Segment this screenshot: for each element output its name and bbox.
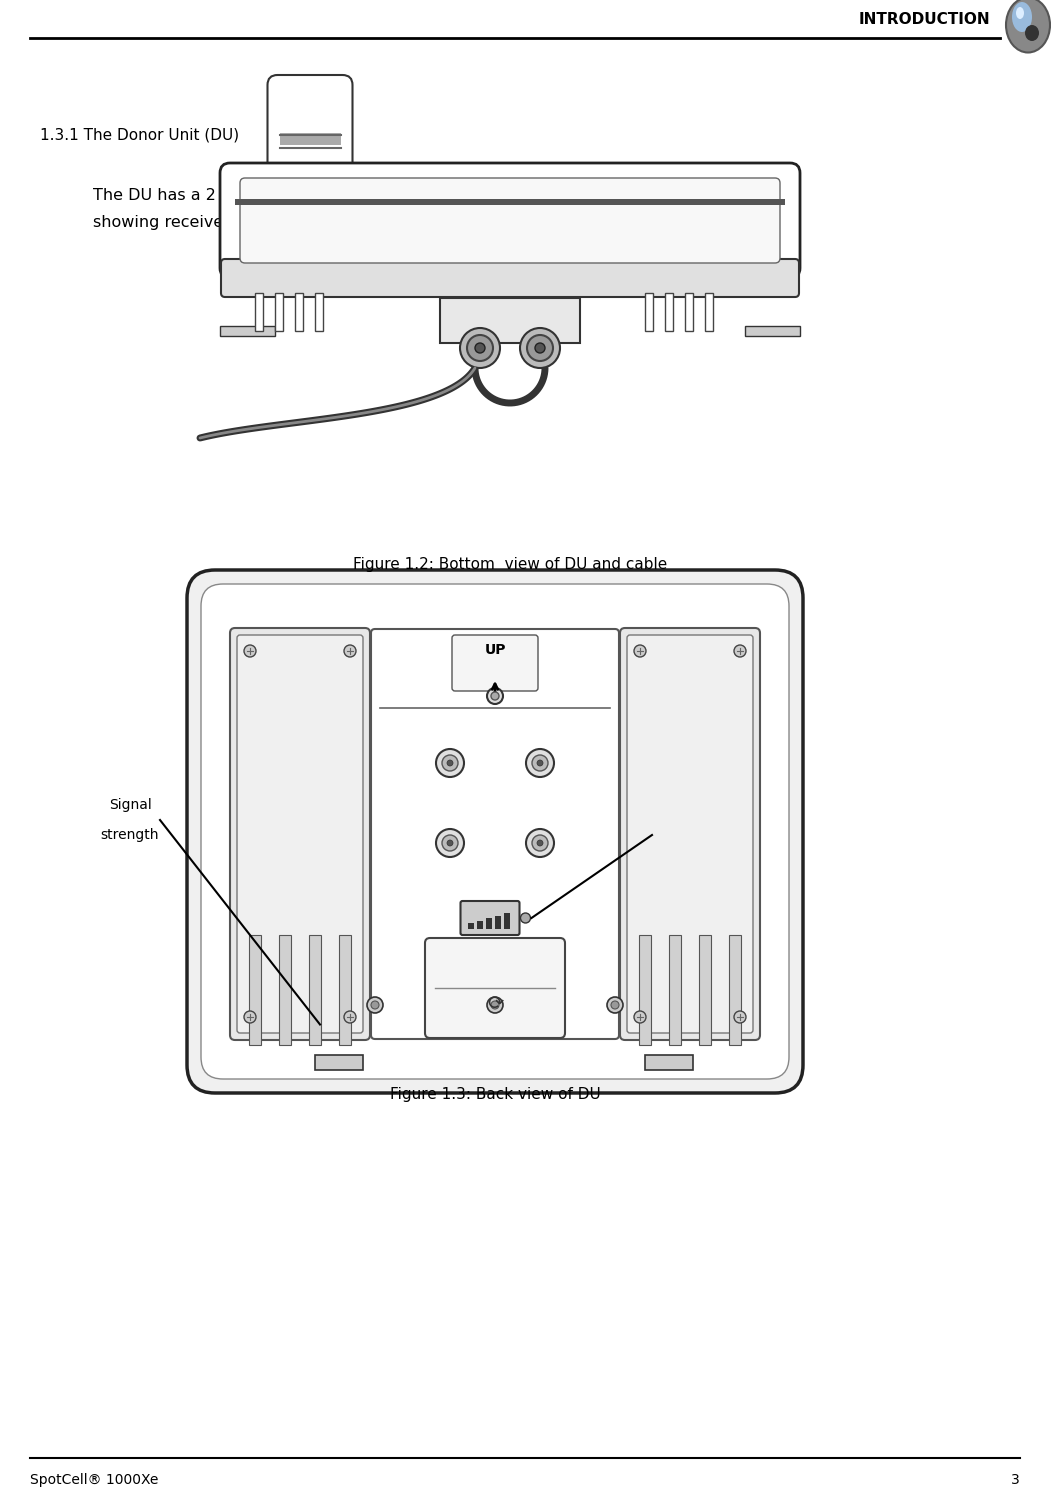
Bar — [309, 935, 321, 1044]
Circle shape — [436, 829, 463, 856]
Text: 3: 3 — [1011, 1473, 1021, 1487]
FancyBboxPatch shape — [221, 259, 799, 296]
Bar — [639, 935, 651, 1044]
Bar — [645, 1055, 693, 1070]
Circle shape — [634, 646, 646, 658]
FancyBboxPatch shape — [201, 584, 789, 1079]
Bar — [235, 199, 785, 205]
Circle shape — [460, 328, 500, 369]
FancyBboxPatch shape — [452, 635, 538, 691]
Bar — [685, 293, 693, 331]
FancyBboxPatch shape — [268, 75, 352, 196]
Circle shape — [344, 646, 356, 658]
Circle shape — [734, 1011, 746, 1023]
Bar — [315, 293, 323, 331]
FancyBboxPatch shape — [230, 628, 370, 1040]
Text: strength: strength — [101, 828, 160, 841]
Bar — [255, 293, 263, 331]
FancyBboxPatch shape — [371, 629, 619, 1038]
Bar — [249, 935, 261, 1044]
Circle shape — [611, 1001, 619, 1008]
Ellipse shape — [1006, 0, 1050, 53]
Bar — [669, 935, 681, 1044]
Bar — [699, 935, 710, 1044]
Circle shape — [487, 996, 503, 1013]
Circle shape — [244, 1011, 256, 1023]
Text: Figure 1.3: Back view of DU: Figure 1.3: Back view of DU — [390, 1088, 600, 1103]
Circle shape — [527, 336, 553, 361]
Text: Figure 1.2: Bottom  view of DU and cable: Figure 1.2: Bottom view of DU and cable — [353, 557, 667, 572]
Circle shape — [526, 829, 554, 856]
Text: 1.3.1 The Donor Unit (DU): 1.3.1 The Donor Unit (DU) — [40, 128, 240, 143]
Circle shape — [447, 840, 453, 846]
Circle shape — [491, 1001, 499, 1008]
FancyBboxPatch shape — [425, 938, 565, 1038]
Text: showing received signal strength and system status on the back.: showing received signal strength and sys… — [92, 215, 617, 230]
Circle shape — [367, 996, 383, 1013]
Text: INTRODUCTION: INTRODUCTION — [859, 12, 990, 27]
Circle shape — [535, 343, 545, 354]
Ellipse shape — [1016, 8, 1024, 20]
Text: UP: UP — [485, 643, 506, 658]
FancyBboxPatch shape — [236, 635, 363, 1032]
Circle shape — [491, 692, 499, 700]
Circle shape — [436, 749, 463, 777]
Circle shape — [520, 914, 531, 923]
Bar — [315, 1055, 363, 1070]
FancyBboxPatch shape — [620, 628, 760, 1040]
Text: Status: Status — [655, 813, 699, 828]
Circle shape — [532, 756, 548, 771]
Bar — [279, 935, 291, 1044]
Circle shape — [371, 1001, 379, 1008]
Circle shape — [244, 646, 256, 658]
Bar — [275, 293, 283, 331]
Bar — [280, 132, 341, 144]
Circle shape — [520, 328, 560, 369]
Circle shape — [537, 840, 543, 846]
Circle shape — [487, 688, 503, 704]
Bar — [295, 293, 303, 331]
Bar — [665, 293, 673, 331]
Circle shape — [344, 1011, 356, 1023]
Bar — [705, 293, 713, 331]
Bar — [468, 923, 474, 929]
Bar — [503, 914, 510, 929]
Circle shape — [532, 835, 548, 850]
Bar — [729, 935, 741, 1044]
Text: SpotCell® 1000Xe: SpotCell® 1000Xe — [30, 1473, 159, 1487]
FancyBboxPatch shape — [187, 570, 803, 1093]
Bar — [495, 915, 500, 929]
FancyBboxPatch shape — [460, 901, 519, 935]
Text: The DU has a 2 meter (6 foot) RG6 coaxial  cable on the bottom  and indicators f: The DU has a 2 meter (6 foot) RG6 coaxia… — [92, 188, 760, 203]
FancyBboxPatch shape — [240, 178, 780, 263]
Bar — [220, 327, 275, 336]
Circle shape — [442, 835, 458, 850]
Bar — [339, 935, 351, 1044]
Circle shape — [734, 646, 746, 658]
FancyBboxPatch shape — [627, 635, 753, 1032]
Circle shape — [475, 343, 485, 354]
Circle shape — [634, 1011, 646, 1023]
Bar — [486, 918, 492, 929]
Bar — [745, 327, 800, 336]
Ellipse shape — [1025, 26, 1039, 41]
Circle shape — [442, 756, 458, 771]
Circle shape — [447, 760, 453, 766]
Text: Signal: Signal — [108, 798, 151, 813]
Circle shape — [607, 996, 623, 1013]
Bar — [440, 298, 580, 343]
FancyBboxPatch shape — [220, 163, 800, 278]
Text: light: light — [655, 843, 686, 856]
Text: ⟳: ⟳ — [487, 993, 503, 1013]
Bar — [645, 293, 653, 331]
Circle shape — [526, 749, 554, 777]
Circle shape — [467, 336, 493, 361]
Bar — [476, 921, 482, 929]
Ellipse shape — [1012, 2, 1032, 32]
Circle shape — [537, 760, 543, 766]
